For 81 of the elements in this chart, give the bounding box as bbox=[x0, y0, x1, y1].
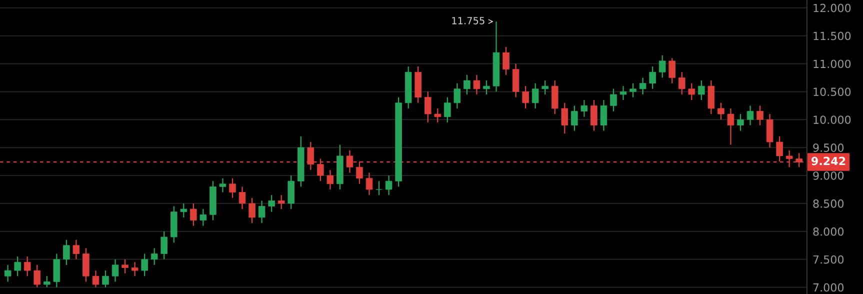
candlestick bbox=[610, 88, 617, 112]
y-tick-label: 7.500 bbox=[813, 255, 844, 264]
candlestick bbox=[766, 113, 774, 148]
candlestick bbox=[190, 202, 197, 226]
candlestick bbox=[180, 202, 188, 218]
candlestick bbox=[63, 239, 70, 266]
candlestick bbox=[737, 113, 744, 132]
y-tick-label: 12.000 bbox=[814, 4, 851, 12]
y-tick-label: 8.500 bbox=[813, 199, 844, 208]
candlestick bbox=[639, 77, 646, 96]
candlestick bbox=[561, 102, 568, 134]
candlestick bbox=[14, 256, 21, 277]
candlestick bbox=[326, 169, 334, 190]
candlestick bbox=[112, 258, 119, 282]
candlestick bbox=[219, 178, 226, 193]
candlestick bbox=[34, 264, 41, 288]
candlestick bbox=[424, 91, 432, 123]
candlestick bbox=[92, 270, 100, 288]
candlestick bbox=[150, 248, 158, 266]
candlestick bbox=[600, 99, 608, 132]
candlestick bbox=[82, 248, 90, 282]
y-tick-label: 10.500 bbox=[814, 88, 851, 96]
candlestick bbox=[24, 256, 31, 277]
candlestick bbox=[434, 108, 442, 123]
candlestick bbox=[122, 258, 128, 274]
candlestick bbox=[288, 174, 294, 210]
candlestick bbox=[72, 239, 80, 260]
candlestick bbox=[630, 82, 636, 98]
candlestick bbox=[258, 200, 266, 224]
candlestick bbox=[141, 253, 148, 277]
candlestick bbox=[131, 262, 138, 277]
candlestick bbox=[454, 82, 461, 109]
candlestick bbox=[160, 230, 168, 260]
candlestick bbox=[376, 180, 382, 196]
annotation: 11.755 bbox=[452, 17, 484, 24]
candlestick bbox=[678, 72, 686, 96]
candlestick bbox=[268, 194, 275, 212]
y-tick-label: 10.000 bbox=[814, 116, 851, 124]
y-tick-label: 11.000 bbox=[814, 60, 851, 68]
candlestick bbox=[385, 174, 392, 196]
candlestick bbox=[756, 105, 764, 126]
candlestick bbox=[532, 82, 539, 109]
candlestick bbox=[366, 172, 373, 196]
candlestick bbox=[688, 82, 696, 101]
candlestick bbox=[473, 74, 480, 96]
candlestick bbox=[727, 108, 734, 146]
candlestick bbox=[278, 194, 285, 210]
candlestick bbox=[464, 74, 470, 96]
y-tick-label: 9.500 bbox=[813, 144, 844, 152]
candlestick bbox=[698, 80, 705, 101]
candlestick bbox=[746, 105, 754, 126]
candlestick bbox=[53, 253, 60, 288]
y-tick-label: 11.500 bbox=[814, 32, 851, 40]
y-tick-label: 7.000 bbox=[813, 283, 844, 292]
candlestick bbox=[580, 99, 588, 118]
candlestick bbox=[551, 80, 558, 115]
candlestick bbox=[200, 208, 207, 226]
candlestick bbox=[229, 178, 236, 198]
candlestick bbox=[502, 46, 510, 76]
candlestick bbox=[512, 63, 520, 98]
candlestick bbox=[708, 80, 715, 115]
candlestick bbox=[542, 80, 548, 96]
ref-line-label: 9.242 bbox=[812, 156, 846, 166]
y-tick-label: 9.000 bbox=[813, 171, 844, 180]
candlestick bbox=[238, 186, 246, 210]
candlestick bbox=[649, 66, 656, 90]
candlestick bbox=[248, 197, 256, 224]
candlestick bbox=[483, 80, 490, 96]
candlestick bbox=[658, 54, 666, 78]
candlestick bbox=[522, 86, 529, 109]
candlestick bbox=[590, 99, 598, 132]
candlestick bbox=[776, 136, 783, 162]
candlestick bbox=[620, 86, 627, 101]
candlestick bbox=[668, 58, 676, 84]
candlestick bbox=[444, 96, 451, 123]
y-tick-label: 8.000 bbox=[813, 227, 844, 236]
candlestick bbox=[718, 102, 724, 120]
candlestick bbox=[44, 276, 50, 288]
candlestick bbox=[102, 270, 109, 288]
candlestick bbox=[571, 105, 578, 132]
candlestick bbox=[4, 264, 12, 282]
